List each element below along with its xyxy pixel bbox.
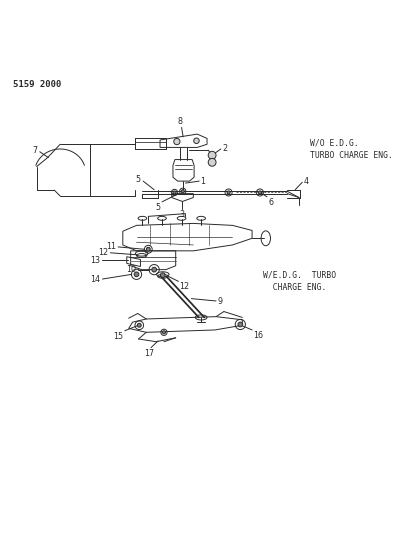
Text: 8: 8	[177, 117, 182, 126]
Text: 12: 12	[98, 248, 108, 257]
Text: 11: 11	[106, 243, 116, 252]
Text: 5: 5	[155, 203, 160, 212]
Text: 7: 7	[32, 147, 37, 156]
Circle shape	[146, 247, 150, 251]
Circle shape	[151, 267, 156, 272]
Circle shape	[134, 272, 139, 277]
Text: 9: 9	[217, 297, 222, 306]
Text: 4: 4	[303, 177, 308, 186]
Text: 12: 12	[179, 282, 189, 291]
Circle shape	[227, 191, 229, 194]
Circle shape	[208, 158, 216, 166]
Circle shape	[258, 191, 261, 194]
Text: 15: 15	[112, 332, 123, 341]
Circle shape	[181, 190, 184, 193]
Circle shape	[208, 151, 216, 159]
Text: 3: 3	[180, 209, 184, 219]
Text: 16: 16	[253, 331, 263, 340]
Circle shape	[173, 139, 180, 144]
Circle shape	[237, 322, 242, 327]
Circle shape	[160, 273, 165, 278]
Text: 10: 10	[126, 265, 136, 274]
Text: W/O E.D.G.
TURBO CHARGE ENG.: W/O E.D.G. TURBO CHARGE ENG.	[309, 138, 392, 160]
Text: 14: 14	[90, 276, 100, 284]
Text: 5159 2000: 5159 2000	[13, 80, 61, 90]
Circle shape	[193, 138, 199, 143]
Text: 5: 5	[135, 175, 140, 184]
Text: 17: 17	[144, 349, 154, 358]
Text: 2: 2	[221, 144, 227, 154]
Text: 1: 1	[200, 176, 205, 185]
Text: W/E.D.G.  TURBO
  CHARGE ENG.: W/E.D.G. TURBO CHARGE ENG.	[263, 270, 335, 293]
Text: 13: 13	[90, 256, 100, 265]
Text: 6: 6	[268, 198, 273, 207]
Circle shape	[173, 191, 175, 194]
Circle shape	[137, 324, 141, 327]
Circle shape	[162, 331, 165, 334]
